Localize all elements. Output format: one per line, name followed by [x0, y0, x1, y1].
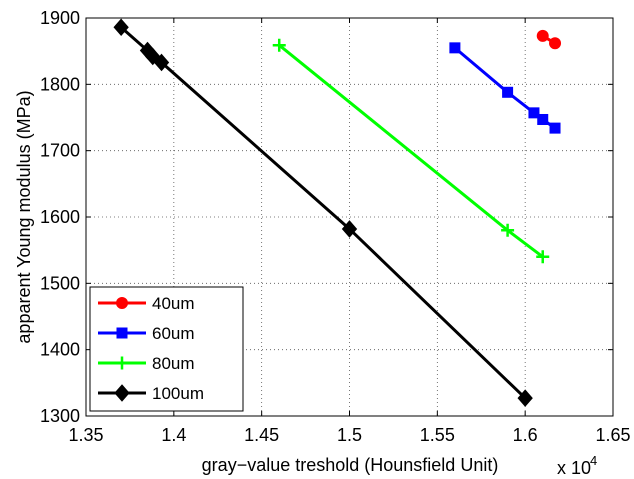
tick-labels: 1.35 1.4 1.45 1.5 1.55 1.6 1.65 1300 1400 1500 160…: [40, 8, 631, 445]
data-point: [536, 29, 549, 42]
data-point: [528, 107, 540, 119]
data-point: [501, 223, 515, 237]
y-tick-label: 1400: [40, 340, 80, 360]
y-tick-label: 1800: [40, 74, 80, 94]
x-tick-label: 1.5: [337, 425, 362, 445]
x-tick-label: 1.4: [161, 425, 186, 445]
legend-label: 60um: [152, 324, 195, 343]
data-point: [272, 38, 286, 52]
series-100um: [113, 18, 533, 407]
legend-swatch-marker: [116, 327, 128, 339]
x-tick-label: 1.35: [68, 425, 103, 445]
data-point: [449, 42, 461, 54]
x-tick-label: 1.65: [595, 425, 630, 445]
legend-entry: 80um: [98, 354, 195, 373]
y-tick-label: 1900: [40, 8, 80, 28]
legend-swatch-marker: [115, 356, 129, 370]
legend-label: 100um: [152, 384, 204, 403]
legend: 40um 60um 80um 100um: [89, 286, 244, 412]
x-axis-multiplier: x 10: [557, 458, 591, 478]
y-tick-label: 1700: [40, 141, 80, 161]
x-axis-multiplier-exponent: 4: [590, 453, 597, 468]
data-point: [549, 122, 561, 134]
data-point: [502, 86, 514, 98]
x-axis-label: gray−value treshold (Hounsfield Unit): [202, 455, 499, 475]
data-point: [153, 53, 170, 72]
y-axis-label: apparent Young modulus (MPa): [14, 90, 34, 343]
series-40um: [536, 29, 562, 50]
x-tick-label: 1.55: [420, 425, 455, 445]
data-point: [549, 37, 562, 50]
legend-swatch-marker: [114, 384, 130, 402]
data-point: [536, 250, 550, 264]
legend-entry: 100um: [98, 384, 204, 403]
legend-label: 80um: [152, 354, 195, 373]
series-layer: [113, 18, 562, 407]
legend-entry: 40um: [98, 294, 195, 313]
y-tick-label: 1600: [40, 207, 80, 227]
series-60um: [449, 42, 561, 134]
legend-entry: 60um: [98, 324, 195, 343]
data-point: [517, 389, 533, 407]
data-point: [341, 220, 358, 238]
legend-box: [89, 286, 244, 412]
y-tick-label: 1500: [40, 273, 80, 293]
series-80um: [272, 38, 550, 264]
data-point: [537, 113, 549, 125]
ticks: [85, 17, 614, 417]
x-tick-label: 1.45: [244, 425, 279, 445]
legend-label: 40um: [152, 294, 195, 313]
data-point: [113, 18, 129, 37]
y-tick-label: 1300: [40, 406, 80, 426]
x-tick-label: 1.6: [513, 425, 538, 445]
legend-swatch-marker: [116, 297, 128, 309]
